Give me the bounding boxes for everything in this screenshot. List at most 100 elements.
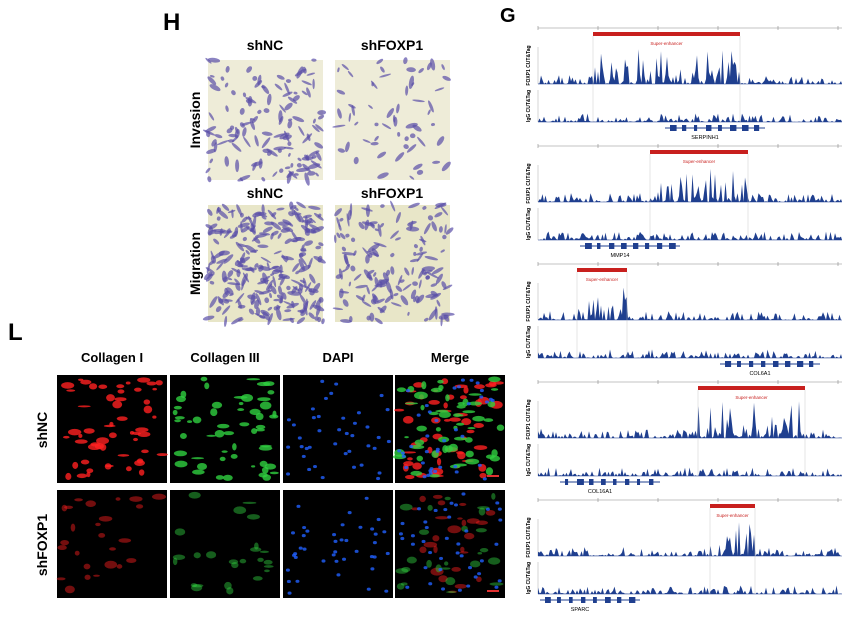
signal xyxy=(454,436,467,441)
signal xyxy=(438,575,448,583)
cell xyxy=(203,271,213,280)
cell xyxy=(380,204,385,208)
cell xyxy=(412,281,418,286)
cell xyxy=(305,154,310,161)
signal xyxy=(443,507,448,512)
signal xyxy=(342,557,347,561)
signal xyxy=(487,557,501,565)
cell xyxy=(374,122,379,127)
signal xyxy=(316,414,321,419)
signal xyxy=(428,582,433,586)
cell xyxy=(385,280,392,294)
signal xyxy=(252,576,263,581)
cell xyxy=(225,66,230,73)
cell xyxy=(258,212,268,218)
cell xyxy=(216,206,220,214)
signal xyxy=(67,428,82,436)
cell xyxy=(254,263,259,268)
cell xyxy=(402,283,412,291)
exon xyxy=(577,479,584,485)
signal xyxy=(359,463,364,467)
signal xyxy=(118,538,132,543)
cell xyxy=(261,131,273,136)
signal xyxy=(302,547,307,551)
cell xyxy=(379,73,392,78)
cell xyxy=(205,273,214,282)
cell xyxy=(347,70,354,78)
cell xyxy=(273,250,282,255)
cell xyxy=(298,284,311,289)
signal xyxy=(192,416,202,424)
cell xyxy=(301,300,309,313)
signal xyxy=(465,450,474,458)
signal xyxy=(261,466,269,474)
signal xyxy=(475,381,480,385)
signal xyxy=(80,379,92,385)
cell xyxy=(403,144,409,150)
signal xyxy=(173,405,182,410)
cell xyxy=(405,122,418,129)
cell xyxy=(441,161,451,172)
signal xyxy=(286,579,291,584)
cell xyxy=(442,234,447,240)
cell xyxy=(405,85,409,96)
fluorescence-image xyxy=(392,375,505,483)
cell xyxy=(228,133,238,138)
cell xyxy=(248,308,255,315)
cell xyxy=(289,317,294,323)
signal xyxy=(105,464,114,468)
signal xyxy=(222,474,233,481)
signal xyxy=(477,551,483,555)
signal xyxy=(311,416,316,420)
cell xyxy=(274,83,283,91)
signal xyxy=(320,475,325,480)
signal xyxy=(255,428,266,432)
micrograph xyxy=(202,57,327,186)
signal xyxy=(459,395,467,400)
cell xyxy=(361,300,372,307)
signal xyxy=(422,475,427,479)
cell xyxy=(241,279,245,291)
signal xyxy=(317,429,322,433)
signal xyxy=(453,503,458,507)
signal xyxy=(86,471,91,478)
signal xyxy=(488,376,501,383)
cell xyxy=(273,298,280,302)
signal xyxy=(473,445,488,450)
signal xyxy=(264,569,270,573)
cell xyxy=(277,232,282,239)
signal xyxy=(414,439,425,446)
exon xyxy=(545,597,551,603)
super-enhancer-bar xyxy=(650,150,748,154)
cell xyxy=(301,80,312,86)
signal xyxy=(106,394,115,402)
cell xyxy=(339,217,344,222)
signal xyxy=(412,462,422,470)
signal xyxy=(56,577,66,581)
cell xyxy=(239,252,246,265)
signal xyxy=(344,431,349,436)
signal xyxy=(435,447,440,451)
signal xyxy=(302,525,307,530)
signal xyxy=(109,421,114,427)
signal xyxy=(259,401,272,410)
signal xyxy=(99,443,107,451)
exon xyxy=(718,125,722,131)
column-label: Collagen III xyxy=(190,350,259,365)
annotation-label: Super-enhancer xyxy=(586,277,619,282)
signal xyxy=(491,449,498,457)
cell xyxy=(440,249,445,253)
cell xyxy=(205,167,211,174)
cell xyxy=(381,123,392,130)
cell xyxy=(435,202,447,208)
signal xyxy=(172,409,178,416)
cell xyxy=(395,285,403,292)
cell xyxy=(209,158,213,164)
cell xyxy=(207,76,217,86)
cell xyxy=(380,66,385,73)
cell xyxy=(217,296,224,306)
signal xyxy=(424,403,429,408)
cell xyxy=(418,268,425,279)
signal xyxy=(108,432,117,439)
exon xyxy=(597,243,601,249)
